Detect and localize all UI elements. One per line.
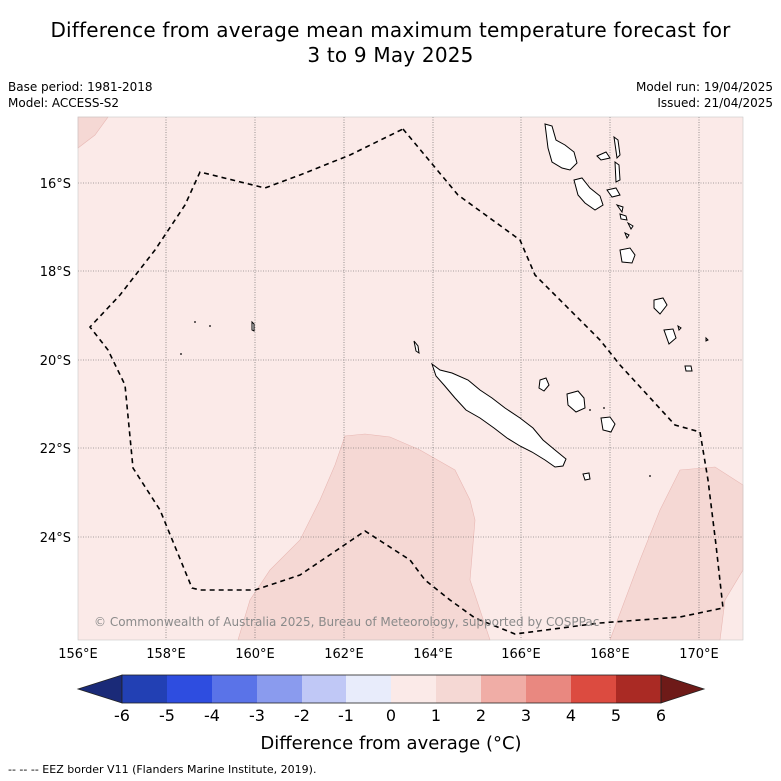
ouvea-island: [538, 377, 550, 392]
reef-dot-4: [589, 409, 591, 411]
aneityum-island: [684, 365, 693, 372]
colorbar-tick-label: 6: [656, 706, 666, 725]
lat-label: 22°S: [40, 442, 71, 457]
colorbar-tick-label: -4: [204, 706, 220, 725]
colorbar-segment: [571, 675, 616, 703]
colorbar-ticks: -6 -5 -4 -3 -2 -1 0 1 2 3 4 5 6: [114, 706, 666, 725]
gridlines: [78, 117, 743, 640]
latitude-labels: 16°S 18°S 20°S 22°S 24°S: [40, 177, 71, 546]
colorbar-extend-low: [76, 674, 123, 704]
chesterfield-islet: [251, 320, 255, 332]
longitude-labels: 156°E 158°E 160°E 162°E 164°E 166°E 168°…: [58, 647, 719, 662]
aniwa-island: [677, 324, 682, 331]
isle-of-pines: [582, 472, 591, 481]
mare-island: [600, 416, 616, 433]
espiritu-santo-island: [544, 123, 578, 171]
title-line-1: Difference from average mean maximum tem…: [50, 18, 731, 42]
eez-footnote: -- -- -- EEZ border V11 (Flanders Marine…: [8, 763, 317, 776]
lifou-island: [566, 390, 586, 413]
small-island-b: [624, 231, 630, 240]
lon-label: 160°E: [235, 647, 275, 662]
maewo-island: [613, 135, 621, 160]
copyright-notice: © Commonwealth of Australia 2025, Bureau…: [94, 615, 599, 629]
reef-dot-6: [649, 475, 651, 477]
colorbar-segment: [257, 675, 302, 703]
lat-label: 24°S: [40, 531, 71, 546]
lon-label: 164°E: [413, 647, 453, 662]
colorbar-tick-label: 1: [431, 706, 441, 725]
malekula-island: [573, 177, 604, 211]
colorbar-tick-label: 0: [386, 706, 396, 725]
model-run-text: Model run: 19/04/2025: [635, 80, 773, 94]
reef-dot-5: [603, 407, 605, 409]
lat-label: 18°S: [40, 265, 71, 280]
colorbar-segment: [212, 675, 257, 703]
colorbar-tick-label: 2: [476, 706, 486, 725]
reef-dot-2: [209, 325, 211, 327]
issued-text: Issued: 21/04/2025: [657, 96, 773, 110]
colorbar-tick-label: 5: [611, 706, 621, 725]
colorbar-title: Difference from average (°C): [260, 733, 521, 754]
colorbar-frame: [121, 674, 662, 704]
futuna-island: [705, 336, 709, 342]
lat-label: 16°S: [40, 177, 71, 192]
colorbar-tick-label: 4: [566, 706, 576, 725]
eez-border: [88, 128, 724, 635]
run-info: Model run: 19/04/2025 Issued: 21/04/2025: [636, 79, 773, 111]
epi-island: [615, 204, 624, 214]
colorbar-segment: [436, 675, 481, 703]
lon-label: 162°E: [324, 647, 364, 662]
colorbar-segment: [346, 675, 391, 703]
colorbar-segment: [391, 675, 436, 703]
colorbar-segment: [616, 675, 661, 703]
colorbar-segment: [526, 675, 571, 703]
small-island-a: [626, 221, 634, 230]
ambrym-island: [606, 187, 621, 198]
belep-island: [413, 340, 420, 355]
colorbar-tick-label: -6: [114, 706, 130, 725]
colorbar-extend-high: [660, 674, 706, 704]
colorbar-segment: [122, 675, 167, 703]
lon-label: 168°E: [590, 647, 630, 662]
reef-dot-3: [180, 353, 182, 355]
model-name-text: Model: ACCESS-S2: [8, 96, 120, 110]
map-title: Difference from average mean maximum tem…: [0, 18, 781, 68]
map-frame: [77, 116, 744, 641]
warm-zone-southeast: [609, 466, 744, 641]
colorbar-tick-label: -3: [249, 706, 265, 725]
lon-label: 166°E: [501, 647, 541, 662]
lon-label: 158°E: [146, 647, 186, 662]
colorbar: [76, 674, 706, 704]
model-info: Base period: 1981-2018 Model: ACCESS-S2: [8, 79, 153, 111]
efate-island: [619, 247, 636, 264]
malo-island: [596, 151, 611, 161]
shepherd-islands: [619, 213, 628, 221]
title-line-2: 3 to 9 May 2025: [307, 43, 474, 67]
colorbar-segment: [302, 675, 346, 703]
colorbar-tick-label: -2: [294, 706, 310, 725]
erromango-island: [653, 297, 668, 315]
base-period-text: Base period: 1981-2018: [8, 80, 153, 94]
colorbar-tick-label: -5: [159, 706, 175, 725]
lon-label: 156°E: [58, 647, 98, 662]
lon-label: 170°E: [679, 647, 719, 662]
tanna-island: [663, 328, 677, 345]
new-caledonia-island: [431, 362, 567, 468]
colorbar-tick-label: 3: [521, 706, 531, 725]
pentecost-island: [614, 160, 621, 183]
colorbar-segment: [167, 675, 212, 703]
colorbar-segment: [481, 675, 526, 703]
colorbar-tick-label: -1: [338, 706, 354, 725]
reef-dot-1: [194, 321, 196, 323]
lat-label: 20°S: [40, 354, 71, 369]
